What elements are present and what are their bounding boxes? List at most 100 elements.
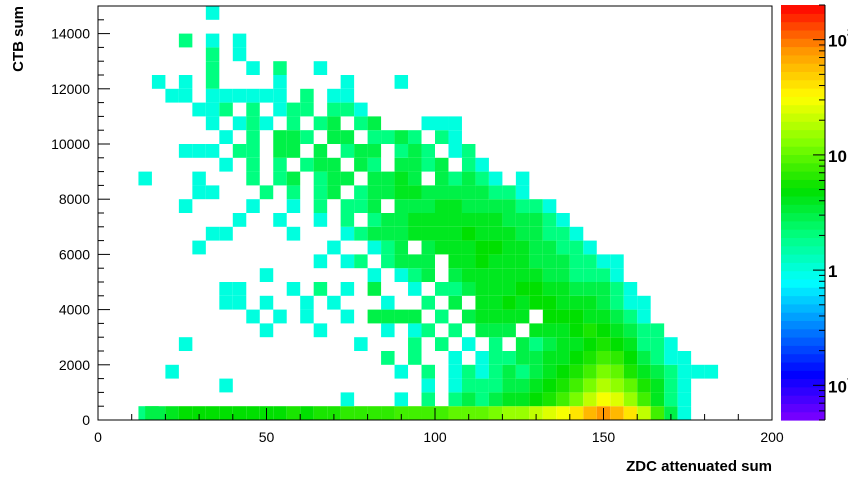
heatmap-cell bbox=[151, 406, 166, 420]
heatmap-cell bbox=[529, 268, 543, 282]
heatmap-cell bbox=[381, 130, 395, 144]
heatmap-cell bbox=[556, 254, 570, 269]
heatmap-cell bbox=[637, 351, 651, 365]
heatmap-cell bbox=[677, 364, 692, 379]
heatmap-cell bbox=[542, 199, 557, 213]
heatmap-cell bbox=[300, 295, 314, 310]
heatmap-cell bbox=[408, 226, 422, 241]
heatmap-cell bbox=[340, 226, 355, 241]
heatmap-cell bbox=[542, 309, 557, 324]
palette-band bbox=[781, 129, 825, 139]
heatmap-cell bbox=[488, 185, 503, 200]
heatmap-cell bbox=[488, 254, 503, 269]
heatmap-cell bbox=[192, 240, 206, 255]
heatmap-cell bbox=[408, 268, 422, 282]
heatmap-cell bbox=[542, 392, 557, 407]
heatmap-cell bbox=[515, 309, 530, 324]
heatmap-cell bbox=[435, 282, 449, 296]
heatmap-cell bbox=[205, 116, 220, 131]
palette-band bbox=[781, 337, 825, 346]
heatmap-cell bbox=[205, 47, 220, 62]
heatmap-cell bbox=[596, 337, 611, 351]
palette-band bbox=[781, 63, 825, 72]
heatmap-cell bbox=[502, 213, 516, 227]
heatmap-cell bbox=[219, 378, 233, 393]
heatmap-cell bbox=[340, 102, 355, 117]
heatmap-cell bbox=[488, 323, 503, 338]
heatmap-cell bbox=[421, 213, 435, 227]
heatmap-cell bbox=[475, 254, 489, 269]
heatmap-cell bbox=[475, 213, 489, 227]
heatmap-cell bbox=[475, 157, 489, 172]
heatmap-cell bbox=[165, 406, 179, 420]
heatmap-cell bbox=[461, 364, 476, 379]
heatmap-cell bbox=[394, 364, 409, 379]
heatmap-cell bbox=[273, 157, 287, 172]
heatmap-cell bbox=[475, 392, 489, 407]
heatmap-cell bbox=[300, 157, 314, 172]
heatmap-cell bbox=[340, 199, 355, 213]
palette-band bbox=[781, 328, 825, 338]
y-tick-label: 8000 bbox=[59, 191, 90, 207]
heatmap-cell bbox=[610, 392, 624, 407]
heatmap-cell bbox=[677, 406, 692, 420]
heatmap-cell bbox=[488, 406, 503, 420]
heatmap-cell bbox=[232, 406, 247, 420]
heatmap-cell bbox=[205, 144, 220, 158]
heatmap-cell bbox=[515, 171, 530, 186]
heatmap-cell bbox=[461, 406, 476, 420]
heatmap-cell bbox=[286, 406, 301, 420]
heatmap-cell bbox=[569, 309, 584, 324]
heatmap-cell bbox=[421, 295, 435, 310]
heatmap-cell bbox=[313, 406, 328, 420]
heatmap-cell bbox=[367, 199, 382, 213]
heatmap-cell bbox=[367, 157, 382, 172]
heatmap-cell bbox=[488, 268, 503, 282]
heatmap-cell bbox=[259, 268, 274, 282]
heatmap-cell bbox=[583, 282, 597, 296]
heatmap-cell bbox=[556, 226, 570, 241]
heatmap-cell bbox=[178, 406, 193, 420]
heatmap-cell bbox=[596, 268, 611, 282]
heatmap-cell bbox=[327, 240, 341, 255]
heatmap-cell bbox=[623, 406, 638, 420]
y-tick-label: 10000 bbox=[51, 136, 90, 152]
palette-band bbox=[781, 204, 825, 214]
palette-band bbox=[781, 212, 825, 222]
heatmap-cell bbox=[367, 116, 382, 131]
heatmap-cell bbox=[219, 406, 233, 420]
heatmap-cell bbox=[583, 378, 597, 393]
heatmap-cell bbox=[542, 240, 557, 255]
palette-band bbox=[781, 38, 825, 48]
heatmap-cell bbox=[623, 378, 638, 393]
heatmap-cell bbox=[205, 406, 220, 420]
heatmap-cell bbox=[637, 295, 651, 310]
heatmap-cell bbox=[286, 144, 301, 158]
heatmap-cell bbox=[273, 88, 287, 103]
heatmap-cell bbox=[475, 226, 489, 241]
heatmap-cell bbox=[219, 282, 233, 296]
heatmap-cell bbox=[259, 88, 274, 103]
heatmap-cell bbox=[448, 254, 462, 269]
heatmap-cell bbox=[529, 392, 543, 407]
heatmap-cell bbox=[623, 364, 638, 379]
heatmap-cell bbox=[313, 144, 328, 158]
heatmap-cell bbox=[583, 295, 597, 310]
heatmap-cell bbox=[300, 88, 314, 103]
heatmap-cell bbox=[435, 213, 449, 227]
heatmap-cell bbox=[637, 392, 651, 407]
heatmap-cell bbox=[529, 351, 543, 365]
heatmap-cell bbox=[542, 268, 557, 282]
heatmap-cell bbox=[610, 337, 624, 351]
heatmap-cell bbox=[529, 406, 543, 420]
heatmap-cell bbox=[246, 171, 260, 186]
heatmap-cell bbox=[623, 309, 638, 324]
heatmap-cell bbox=[583, 392, 597, 407]
heatmap-cell bbox=[529, 323, 543, 338]
heatmap-cell bbox=[232, 282, 247, 296]
heatmap-cell bbox=[610, 295, 624, 310]
x-tick-label: 200 bbox=[760, 429, 784, 445]
heatmap-cell bbox=[246, 309, 260, 324]
heatmap-cell bbox=[583, 364, 597, 379]
palette-band bbox=[781, 262, 825, 272]
